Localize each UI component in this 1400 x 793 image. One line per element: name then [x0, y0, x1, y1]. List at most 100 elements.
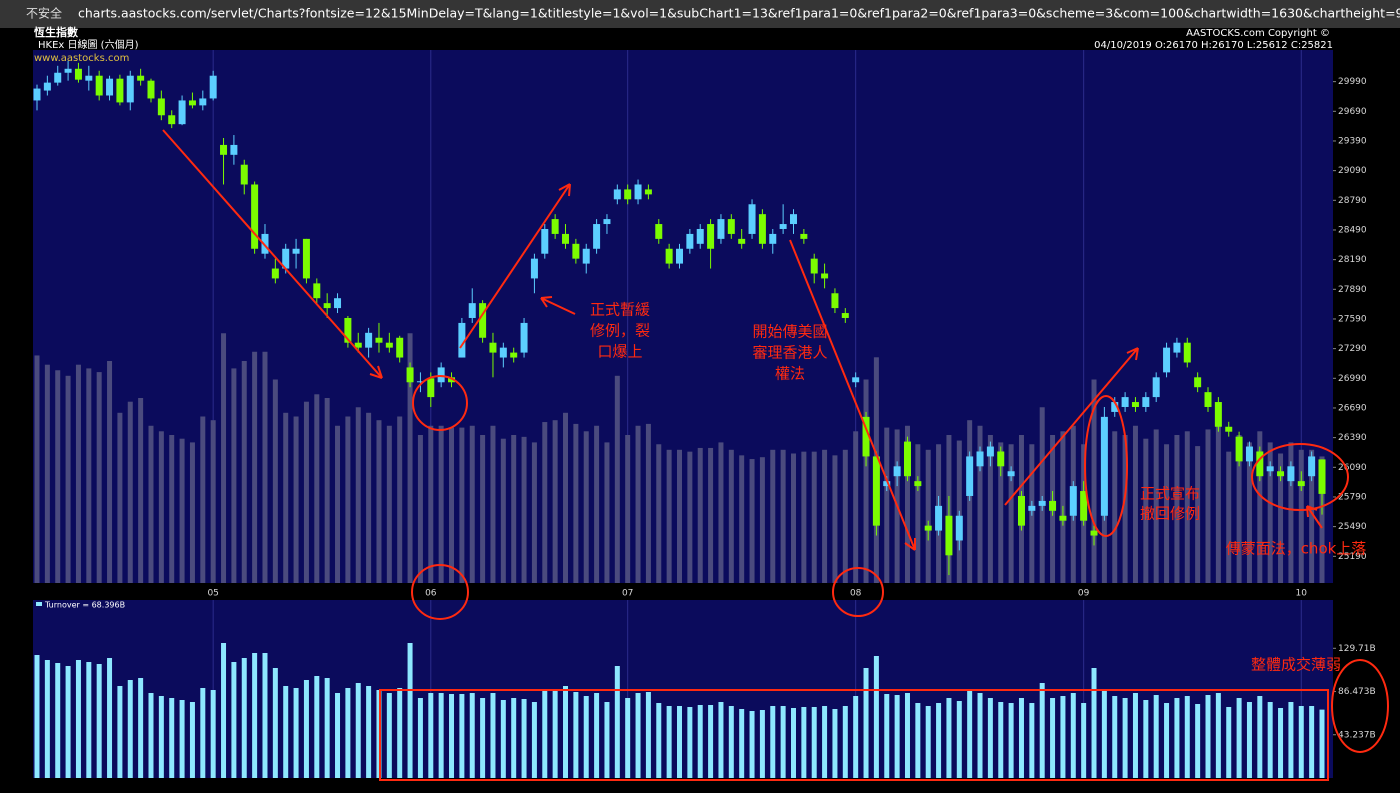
candle-body	[769, 233, 777, 244]
chart-subtitle: HKEx 日線圖 (六個月)	[38, 38, 139, 51]
candle-body	[903, 441, 911, 477]
volume-overlay-bar	[107, 361, 113, 583]
bar	[34, 655, 40, 778]
candle-body	[707, 224, 715, 249]
bar	[127, 680, 133, 778]
bar	[739, 709, 745, 778]
candle-body	[541, 228, 549, 254]
candle-body	[396, 337, 404, 358]
volume-overlay-bar	[645, 423, 651, 583]
volume-overlay-bar	[189, 442, 195, 583]
volume-overlay-bar	[1298, 449, 1304, 583]
y-tick-label: 26990	[1338, 374, 1367, 384]
volume-overlay-bar	[1257, 431, 1263, 583]
bar	[65, 666, 71, 778]
bar	[469, 693, 475, 778]
bar	[925, 706, 931, 778]
volume-overlay-bar	[1132, 425, 1138, 583]
volume-overlay-bar	[417, 435, 423, 583]
volume-overlay-bar	[832, 455, 838, 583]
y-tick-label: 43.237B	[1338, 730, 1376, 740]
y-tick-label: 26390	[1338, 433, 1367, 443]
volume-overlay-bar	[583, 431, 589, 583]
volume-overlay-bar	[221, 333, 227, 583]
bar	[158, 696, 164, 778]
bar	[511, 698, 517, 778]
bar	[366, 686, 372, 778]
volume-overlay-bar	[428, 425, 434, 583]
candle-body	[986, 446, 994, 457]
volume-overlay-bar	[925, 449, 931, 583]
candle-body	[188, 100, 196, 106]
volume-overlay-bar	[376, 420, 382, 583]
bar	[1174, 698, 1180, 778]
bar	[262, 653, 268, 778]
annotation: 修例，裂	[590, 322, 650, 340]
candle-body	[572, 243, 580, 259]
candle-body	[1100, 416, 1108, 516]
volume-overlay-bar	[1174, 435, 1180, 583]
y-tick-label: 29390	[1338, 136, 1367, 146]
y-tick-label: 25190	[1338, 552, 1367, 562]
volume-overlay-bar	[96, 372, 102, 583]
volume-overlay-bar	[127, 401, 133, 583]
bar	[293, 688, 299, 778]
candle-body	[147, 80, 155, 99]
bar	[583, 696, 589, 778]
volume-overlay-bar	[55, 370, 61, 583]
candle-body	[499, 347, 507, 358]
candle-body	[821, 273, 829, 279]
candle-body	[1183, 342, 1191, 363]
candle-body	[696, 228, 704, 244]
candle-body	[1007, 471, 1015, 477]
bar	[863, 668, 869, 778]
candle-body	[375, 337, 383, 343]
box	[379, 689, 1329, 781]
y-tick-label: 27890	[1338, 285, 1367, 295]
candle-body	[468, 303, 476, 318]
bar	[728, 706, 734, 778]
bar	[1091, 668, 1097, 778]
bar	[915, 703, 921, 778]
bar	[956, 701, 962, 778]
volume-overlay-bar	[697, 447, 703, 583]
candle-body	[427, 378, 435, 398]
candle-body	[292, 248, 300, 254]
bar	[521, 699, 527, 778]
candle-body	[717, 219, 725, 239]
bar	[822, 706, 828, 778]
bar	[169, 698, 175, 778]
y-tick-label: 29990	[1338, 77, 1367, 87]
bar	[894, 695, 900, 778]
url[interactable]: charts.aastocks.com/servlet/Charts?fonts…	[78, 6, 1400, 21]
y-tick-label: 26090	[1338, 463, 1367, 473]
volume-overlay-bar	[438, 425, 444, 583]
candle-body	[1245, 446, 1253, 462]
y-tick-label: 86.473B	[1338, 687, 1376, 697]
annotation: 正式宣布	[1140, 485, 1200, 503]
bar	[563, 686, 569, 778]
volume-overlay-bar	[1246, 442, 1252, 583]
volume-overlay-bar	[728, 449, 734, 583]
y-tick-label: 29090	[1338, 166, 1367, 176]
candle-body	[64, 68, 72, 73]
arrow	[1004, 347, 1139, 506]
bar	[552, 690, 558, 778]
bar	[801, 707, 807, 778]
volume-overlay-bar	[842, 449, 848, 583]
candle-body	[1318, 459, 1326, 494]
bar	[210, 690, 216, 778]
bar	[946, 698, 952, 778]
bar	[272, 668, 278, 778]
candle-body	[209, 75, 217, 99]
volume-overlay-bar	[324, 398, 330, 583]
candle-body	[178, 100, 186, 125]
bar	[1122, 698, 1128, 778]
volume-overlay-bar	[449, 427, 455, 583]
arrow	[162, 129, 383, 379]
candle-body	[1059, 515, 1067, 521]
volume-overlay-bar	[138, 398, 144, 583]
bar	[1195, 704, 1201, 778]
bar	[1226, 707, 1232, 778]
